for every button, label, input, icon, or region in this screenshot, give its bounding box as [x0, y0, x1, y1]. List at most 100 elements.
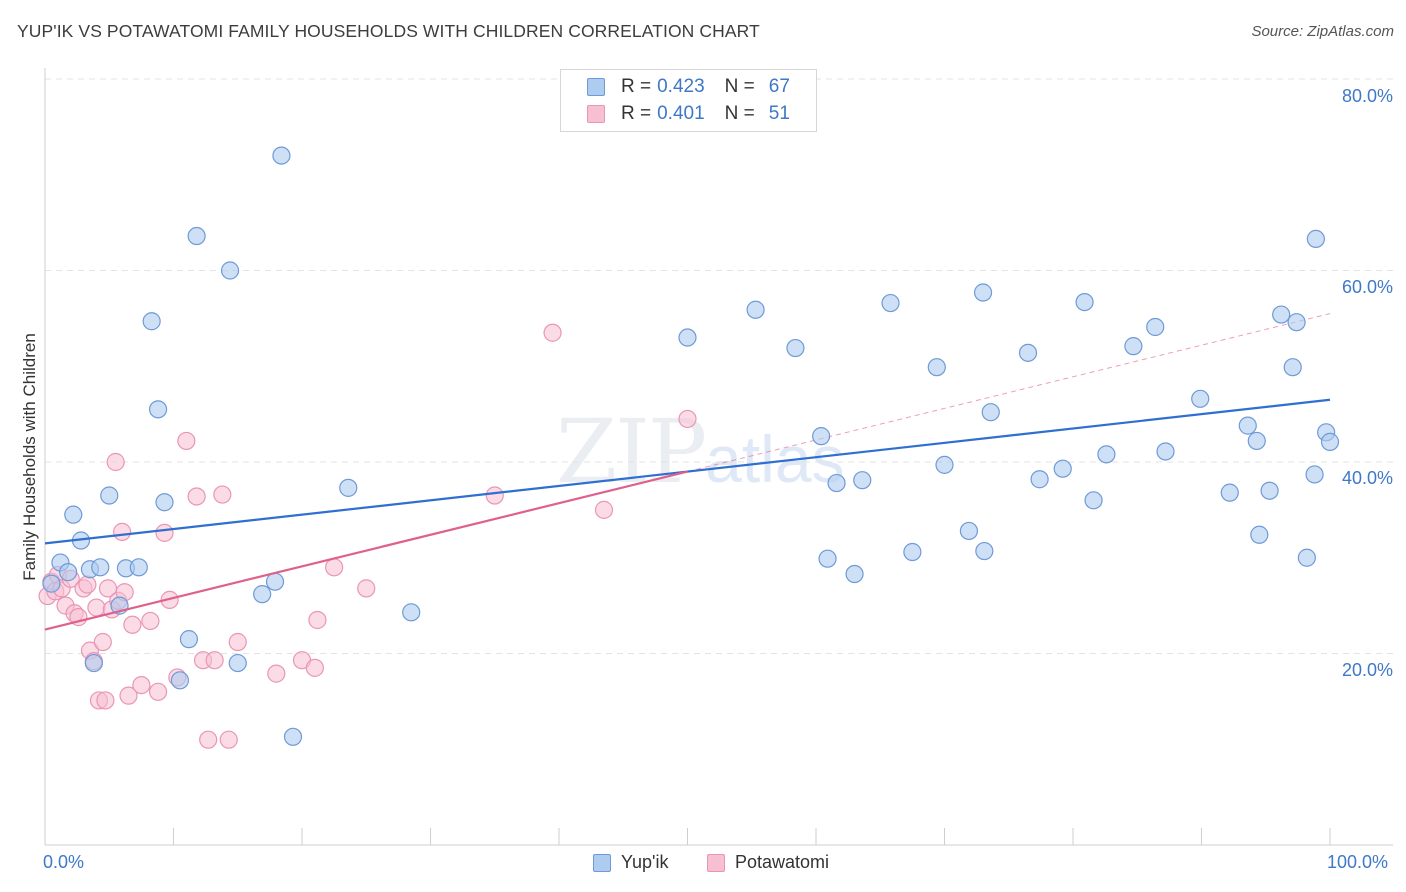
- yupik-point: [1124, 337, 1143, 356]
- yupik-point: [179, 630, 199, 649]
- yupik-point: [973, 283, 993, 302]
- potawatomi-point: [267, 664, 286, 683]
- potawatomi-point: [594, 500, 614, 519]
- yupik-point: [253, 585, 272, 604]
- potawatomi-point: [305, 658, 324, 677]
- y-tick-label: 60.0%: [1341, 277, 1393, 297]
- potawatomi-point: [199, 730, 218, 749]
- potawatomi-point: [148, 682, 168, 701]
- yupik-point: [1075, 292, 1094, 312]
- potawatomi-point: [205, 651, 224, 670]
- chart-title: YUP'IK VS POTAWATOMI FAMILY HOUSEHOLDS W…: [17, 21, 760, 41]
- yupik-point: [818, 549, 837, 568]
- y-tick-label: 20.0%: [1341, 660, 1393, 680]
- yupik-point: [827, 473, 846, 493]
- potawatomi-swatch: [587, 105, 605, 123]
- potawatomi-point: [325, 558, 344, 577]
- yupik-point: [42, 574, 61, 593]
- potawatomi-point: [132, 675, 151, 695]
- yupik-point: [1030, 470, 1049, 489]
- potawatomi-point: [112, 522, 132, 541]
- legend-label-yupik: Yup'ik: [621, 852, 669, 872]
- y-tick-label: 40.0%: [1341, 468, 1393, 488]
- yupik-point: [1018, 343, 1038, 362]
- yupik-point: [853, 471, 872, 490]
- yupik-point: [746, 300, 765, 319]
- potawatomi-point: [78, 575, 97, 594]
- yupik-point: [812, 427, 831, 446]
- yupik-point: [1250, 525, 1269, 544]
- yupik-point: [981, 403, 1000, 422]
- chart-source: Source: ZipAtlas.com: [1251, 23, 1394, 40]
- legend-row-potawatomi: R = 0.401 N = 51: [587, 102, 790, 126]
- yupik-point: [155, 493, 174, 512]
- potawatomi-trend-extension: [687, 313, 1331, 473]
- yupik-point: [1238, 416, 1257, 435]
- potawatomi-point: [543, 323, 562, 342]
- yupik-point: [283, 727, 303, 746]
- grid-layer: [45, 78, 1393, 654]
- legend-item-yupik: Yup'ik: [593, 852, 668, 873]
- yupik-point: [1247, 431, 1266, 451]
- r-value: 0.423: [657, 76, 705, 97]
- potawatomi-point: [678, 409, 697, 429]
- yupik-point: [142, 312, 161, 331]
- potawatomi-point: [228, 632, 247, 652]
- x-tick-min: 0.0%: [43, 852, 85, 872]
- yupik-point: [1283, 358, 1302, 377]
- potawatomi-point: [187, 487, 206, 506]
- yupik-point: [64, 505, 83, 524]
- series-legend: Yup'ik Potawatomi: [0, 852, 1406, 878]
- yupik-point: [786, 338, 805, 358]
- x-tick-max: 100.0%: [1327, 852, 1389, 872]
- yupik-swatch: [587, 78, 605, 96]
- yupik-point: [1272, 305, 1291, 324]
- legend-label-potawatomi: Potawatomi: [735, 852, 830, 872]
- yupik-point: [903, 542, 922, 562]
- yupik-point: [1097, 445, 1116, 464]
- yupik-point: [927, 358, 946, 377]
- yupik-point: [187, 226, 206, 246]
- potawatomi-swatch: [707, 853, 725, 872]
- yupik-point: [1156, 442, 1175, 461]
- yupik-point: [1287, 313, 1306, 332]
- potawatomi-point: [308, 610, 327, 630]
- potawatomi-point: [123, 615, 142, 634]
- yupik-point: [1191, 389, 1210, 408]
- potawatomi-point: [177, 431, 196, 451]
- yupik-point: [220, 261, 240, 280]
- yupik-point: [265, 572, 285, 591]
- n-value: 51: [768, 103, 790, 124]
- n-label: N =: [724, 76, 755, 97]
- yupik-point: [845, 564, 864, 584]
- axis-layer: [44, 68, 1393, 846]
- yupik-point: [1306, 229, 1325, 249]
- yupik-point: [84, 653, 103, 673]
- potawatomi-point: [87, 598, 106, 617]
- yupik-point: [402, 603, 421, 622]
- yupik-point: [1320, 432, 1340, 451]
- yupik-point: [1220, 483, 1239, 502]
- point-layer: [38, 146, 1340, 749]
- trend-layer: [687, 313, 1331, 473]
- potawatomi-point: [106, 452, 125, 472]
- potawatomi-point: [485, 486, 504, 505]
- potawatomi-point: [213, 485, 232, 504]
- potawatomi-point: [119, 686, 138, 705]
- yupik-point: [935, 455, 954, 474]
- legend-row-yupik: R = 0.423 N = 67: [587, 75, 790, 99]
- potawatomi-point: [96, 691, 115, 710]
- r-label: R =: [621, 103, 652, 124]
- r-value: 0.401: [657, 103, 705, 124]
- yupik-point: [1084, 491, 1103, 510]
- yupik-point: [272, 146, 291, 165]
- potawatomi-point: [219, 730, 238, 749]
- yupik-point: [1305, 465, 1324, 484]
- correlation-legend: R = 0.423 N = 67 R = 0.401 N = 51: [560, 69, 817, 132]
- potawatomi-point: [141, 611, 160, 631]
- legend-item-potawatomi: Potawatomi: [707, 852, 829, 873]
- yupik-point: [59, 563, 78, 582]
- yupik-point: [1053, 459, 1072, 478]
- yupik-point: [339, 478, 358, 497]
